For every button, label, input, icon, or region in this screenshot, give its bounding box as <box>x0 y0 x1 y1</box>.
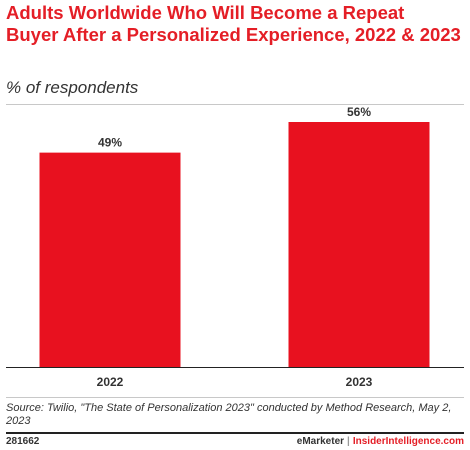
value-label-2023: 56% <box>347 105 371 119</box>
value-label-2022: 49% <box>98 136 122 150</box>
site-link[interactable]: InsiderIntelligence.com <box>352 436 464 447</box>
x-tick-label-2022: 2022 <box>97 375 124 389</box>
chart-title: Adults Worldwide Who Will Become a Repea… <box>6 2 461 45</box>
footer-brand: eMarketer | InsiderIntelligence.com <box>297 436 464 447</box>
chart-subtitle: % of respondents <box>6 78 139 97</box>
bar-2023 <box>288 122 430 367</box>
brand-separator: | <box>347 436 350 447</box>
source-note: Source: Twilio, "The State of Personaliz… <box>6 402 452 427</box>
footer-divider <box>6 432 464 434</box>
bar-chart: 49% 2022 56% 2023 <box>6 105 464 398</box>
x-tick-label-2023: 2023 <box>346 375 373 389</box>
brand-name: eMarketer <box>296 436 345 447</box>
chart-id: 281662 <box>6 436 40 447</box>
bar-2022 <box>39 152 181 367</box>
header-divider <box>6 104 464 105</box>
